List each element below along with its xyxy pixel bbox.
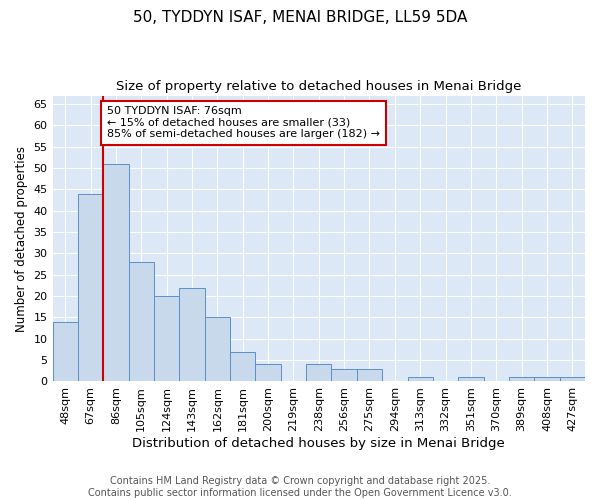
- Bar: [230, 352, 256, 382]
- Text: Contains HM Land Registry data © Crown copyright and database right 2025.
Contai: Contains HM Land Registry data © Crown c…: [88, 476, 512, 498]
- Bar: [509, 377, 534, 382]
- Bar: [256, 364, 281, 382]
- Bar: [407, 377, 433, 382]
- Bar: [458, 377, 484, 382]
- Bar: [53, 322, 78, 382]
- Bar: [103, 164, 128, 382]
- Bar: [205, 318, 230, 382]
- Bar: [331, 368, 357, 382]
- X-axis label: Distribution of detached houses by size in Menai Bridge: Distribution of detached houses by size …: [133, 437, 505, 450]
- Text: 50, TYDDYN ISAF, MENAI BRIDGE, LL59 5DA: 50, TYDDYN ISAF, MENAI BRIDGE, LL59 5DA: [133, 10, 467, 25]
- Text: 50 TYDDYN ISAF: 76sqm
← 15% of detached houses are smaller (33)
85% of semi-deta: 50 TYDDYN ISAF: 76sqm ← 15% of detached …: [107, 106, 380, 140]
- Bar: [534, 377, 560, 382]
- Bar: [78, 194, 103, 382]
- Bar: [306, 364, 331, 382]
- Bar: [179, 288, 205, 382]
- Title: Size of property relative to detached houses in Menai Bridge: Size of property relative to detached ho…: [116, 80, 521, 93]
- Bar: [560, 377, 585, 382]
- Bar: [357, 368, 382, 382]
- Y-axis label: Number of detached properties: Number of detached properties: [15, 146, 28, 332]
- Bar: [154, 296, 179, 382]
- Bar: [128, 262, 154, 382]
